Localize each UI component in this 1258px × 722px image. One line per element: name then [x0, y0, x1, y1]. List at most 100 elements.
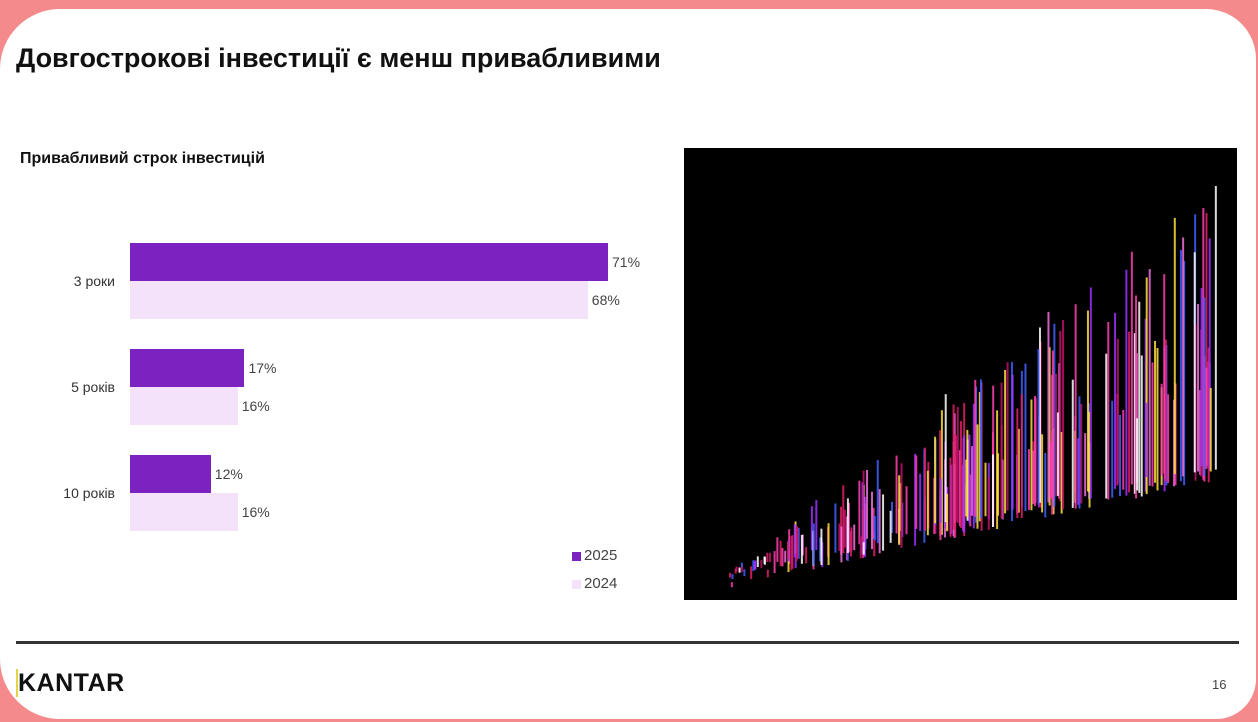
chart-title: Привабливий строк інвестицій	[20, 150, 265, 167]
art-stroke	[1024, 363, 1027, 512]
slide: Довгострокові інвестиції є менш привабли…	[0, 9, 1256, 719]
art-stroke	[1058, 363, 1061, 499]
art-stroke	[878, 489, 881, 554]
art-stroke	[756, 556, 759, 568]
art-stroke	[849, 530, 852, 557]
art-stroke	[1047, 311, 1050, 503]
category-label: 10 років	[63, 485, 115, 501]
page-number: 16	[1212, 677, 1227, 692]
art-stroke	[1084, 433, 1087, 497]
art-stroke	[1033, 395, 1036, 506]
art-stroke	[734, 568, 737, 574]
art-stroke	[873, 531, 876, 557]
art-stroke	[1044, 452, 1047, 518]
art-stroke	[741, 567, 744, 573]
art-stroke	[1122, 409, 1125, 490]
bar-2025	[130, 349, 245, 387]
art-stroke	[766, 569, 769, 578]
art-stroke	[773, 551, 776, 574]
art-stroke	[1080, 404, 1083, 504]
art-stroke	[1163, 274, 1166, 474]
art-stroke	[781, 548, 784, 567]
art-stroke	[838, 523, 841, 551]
art-stroke	[900, 463, 903, 548]
art-stroke	[1016, 408, 1019, 519]
art-stroke	[1017, 428, 1020, 513]
art-stroke	[1154, 340, 1157, 483]
art-stroke	[1049, 442, 1052, 498]
art-stroke	[971, 446, 974, 516]
art-stroke	[763, 556, 766, 565]
art-stroke	[1053, 323, 1056, 507]
art-stroke	[1164, 339, 1167, 482]
data-label: 17%	[248, 360, 277, 376]
art-stroke	[784, 550, 787, 563]
legend-label: 2024	[584, 575, 618, 592]
art-stroke	[873, 515, 876, 541]
art-stroke	[810, 506, 813, 551]
art-stroke	[1107, 322, 1110, 500]
bar-2024	[130, 493, 238, 531]
art-stroke	[1116, 338, 1119, 484]
art-stroke	[1167, 394, 1170, 483]
art-stroke	[965, 459, 968, 517]
art-stroke	[862, 470, 865, 543]
art-stroke	[956, 407, 959, 523]
data-label: 12%	[214, 466, 243, 482]
art-stroke	[1054, 373, 1057, 497]
art-stroke	[753, 561, 756, 570]
data-label: 71%	[612, 254, 641, 270]
art-stroke	[1051, 350, 1054, 501]
art-stroke	[926, 470, 929, 536]
art-stroke	[1088, 442, 1091, 508]
art-stroke	[1001, 459, 1004, 520]
art-stroke	[1041, 434, 1044, 513]
art-stroke	[1205, 213, 1208, 465]
art-stroke	[905, 486, 908, 535]
art-stroke	[996, 410, 999, 530]
art-stroke	[731, 574, 734, 580]
art-stroke	[1011, 374, 1014, 510]
art-stroke	[915, 455, 918, 529]
art-stroke	[791, 535, 794, 569]
art-stroke	[934, 436, 937, 524]
bar-2025	[130, 455, 211, 493]
art-stroke	[1135, 295, 1138, 499]
art-stroke	[966, 429, 969, 518]
art-stroke	[914, 453, 917, 546]
art-stroke	[1037, 349, 1040, 505]
art-stroke	[1138, 301, 1141, 493]
art-stroke	[979, 379, 982, 519]
art-stroke	[949, 457, 952, 537]
art-stroke	[959, 421, 962, 528]
art-stroke	[1125, 269, 1128, 496]
art-stroke	[954, 434, 957, 538]
art-stroke	[1114, 312, 1117, 489]
bar-2025	[130, 243, 608, 281]
art-stroke	[944, 394, 947, 523]
art-stroke	[1051, 430, 1054, 515]
art-stroke	[766, 552, 769, 562]
footer-divider	[16, 641, 1239, 644]
art-stroke	[834, 503, 837, 553]
art-stroke	[858, 480, 861, 545]
art-stroke	[738, 567, 741, 573]
kantar-logo: KANTAR	[16, 669, 125, 697]
art-stroke	[1140, 355, 1143, 497]
art-stroke	[1151, 362, 1154, 487]
art-stroke	[963, 435, 966, 533]
art-stroke	[1038, 327, 1041, 503]
art-stroke	[769, 552, 772, 563]
art-stroke	[750, 566, 753, 580]
art-stroke	[787, 541, 790, 560]
art-stroke	[946, 493, 949, 532]
category-label: 5 років	[71, 379, 115, 395]
art-stroke	[805, 547, 808, 564]
art-stroke	[1133, 333, 1136, 494]
art-stroke	[820, 528, 823, 565]
art-stroke	[898, 475, 901, 545]
art-stroke	[815, 500, 818, 551]
art-stroke	[730, 582, 733, 588]
data-label: 16%	[241, 504, 270, 520]
art-stroke	[866, 469, 869, 539]
